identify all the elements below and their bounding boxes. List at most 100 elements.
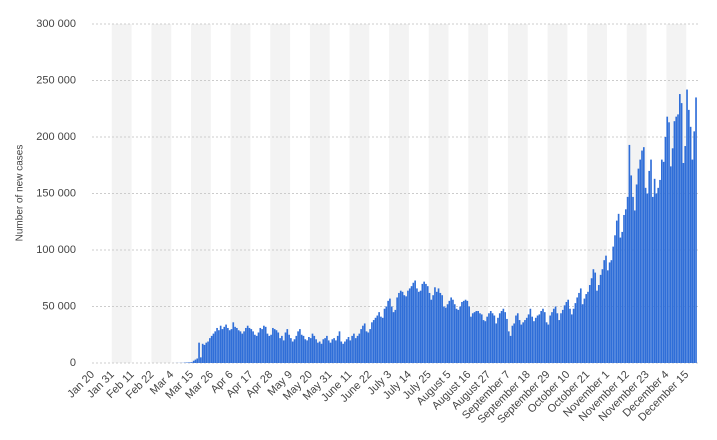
- bar: [524, 320, 526, 363]
- bar: [511, 325, 514, 363]
- bar: [599, 274, 602, 363]
- bar: [196, 358, 199, 363]
- bar: [468, 306, 470, 363]
- bar: [475, 311, 478, 363]
- bar: [255, 335, 258, 363]
- bar: [545, 322, 548, 363]
- bar: [392, 312, 395, 363]
- bar: [320, 343, 323, 363]
- background-stripe: [428, 24, 449, 363]
- bar: [437, 288, 440, 363]
- bar: [592, 269, 595, 363]
- bar: [601, 269, 604, 363]
- bar: [230, 329, 233, 363]
- bar: [286, 329, 289, 363]
- bar: [522, 322, 524, 363]
- bar: [356, 335, 359, 363]
- bar: [300, 334, 303, 363]
- bar: [200, 357, 202, 363]
- bar: [201, 343, 204, 363]
- bar: [331, 339, 334, 363]
- bar: [189, 362, 191, 363]
- bar: [448, 300, 451, 363]
- y-tick-label: 200 000: [36, 131, 76, 143]
- background-stripe: [349, 24, 370, 363]
- bar: [218, 330, 220, 363]
- bar: [405, 296, 407, 363]
- y-tick-label: 150 000: [36, 187, 76, 199]
- bar: [304, 339, 307, 363]
- bar: [354, 338, 357, 363]
- bar: [569, 308, 571, 363]
- background-stripe: [468, 24, 489, 363]
- bar: [560, 313, 562, 363]
- bar: [225, 324, 227, 363]
- bar: [594, 272, 597, 363]
- bar: [682, 162, 685, 363]
- bar: [390, 306, 393, 363]
- bar: [687, 109, 690, 363]
- bar: [668, 122, 670, 363]
- bar: [689, 126, 692, 363]
- bar: [403, 295, 406, 363]
- bar: [311, 333, 314, 363]
- bar: [282, 340, 285, 363]
- bar: [641, 150, 643, 363]
- bar: [290, 338, 292, 363]
- bar: [250, 329, 253, 363]
- bar: [299, 329, 301, 363]
- bar: [515, 315, 517, 363]
- bar: [441, 295, 443, 363]
- bar: [506, 318, 508, 363]
- bar: [547, 324, 550, 363]
- bar: [302, 335, 305, 363]
- bar: [326, 335, 328, 363]
- background-stripe: [389, 24, 409, 363]
- bar: [241, 333, 244, 363]
- bar: [272, 327, 274, 363]
- bar: [335, 340, 337, 363]
- bar: [551, 312, 553, 363]
- bar: [243, 331, 245, 363]
- bar: [466, 300, 469, 363]
- bar: [513, 323, 515, 363]
- bar: [194, 359, 197, 363]
- bar: [588, 285, 591, 363]
- bar: [561, 309, 564, 363]
- bar: [520, 324, 523, 363]
- bar: [398, 292, 400, 363]
- bar: [527, 314, 530, 363]
- bar: [401, 291, 404, 363]
- bar: [459, 306, 461, 363]
- bar: [444, 307, 447, 363]
- bar: [308, 337, 310, 363]
- bar: [684, 146, 687, 363]
- bar: [210, 335, 213, 363]
- bar: [408, 288, 411, 363]
- bar: [623, 214, 625, 363]
- bar: [216, 327, 218, 363]
- bar: [549, 315, 552, 363]
- bar: [385, 306, 388, 363]
- bar: [351, 335, 353, 363]
- bar: [412, 282, 415, 363]
- bar: [554, 306, 557, 363]
- bar: [259, 327, 262, 363]
- bar: [374, 317, 377, 363]
- bar: [646, 193, 649, 363]
- bar: [279, 338, 281, 363]
- bar: [394, 309, 397, 363]
- bar: [453, 304, 456, 363]
- bar: [257, 332, 260, 363]
- bar: [219, 325, 222, 363]
- bar: [480, 314, 483, 363]
- bar: [651, 196, 654, 363]
- bar: [581, 304, 584, 363]
- bar: [313, 335, 316, 363]
- bar: [624, 209, 627, 363]
- bar: [410, 286, 413, 363]
- bar: [585, 294, 588, 363]
- bar: [531, 316, 534, 363]
- bar: [227, 327, 229, 363]
- bar: [570, 314, 573, 363]
